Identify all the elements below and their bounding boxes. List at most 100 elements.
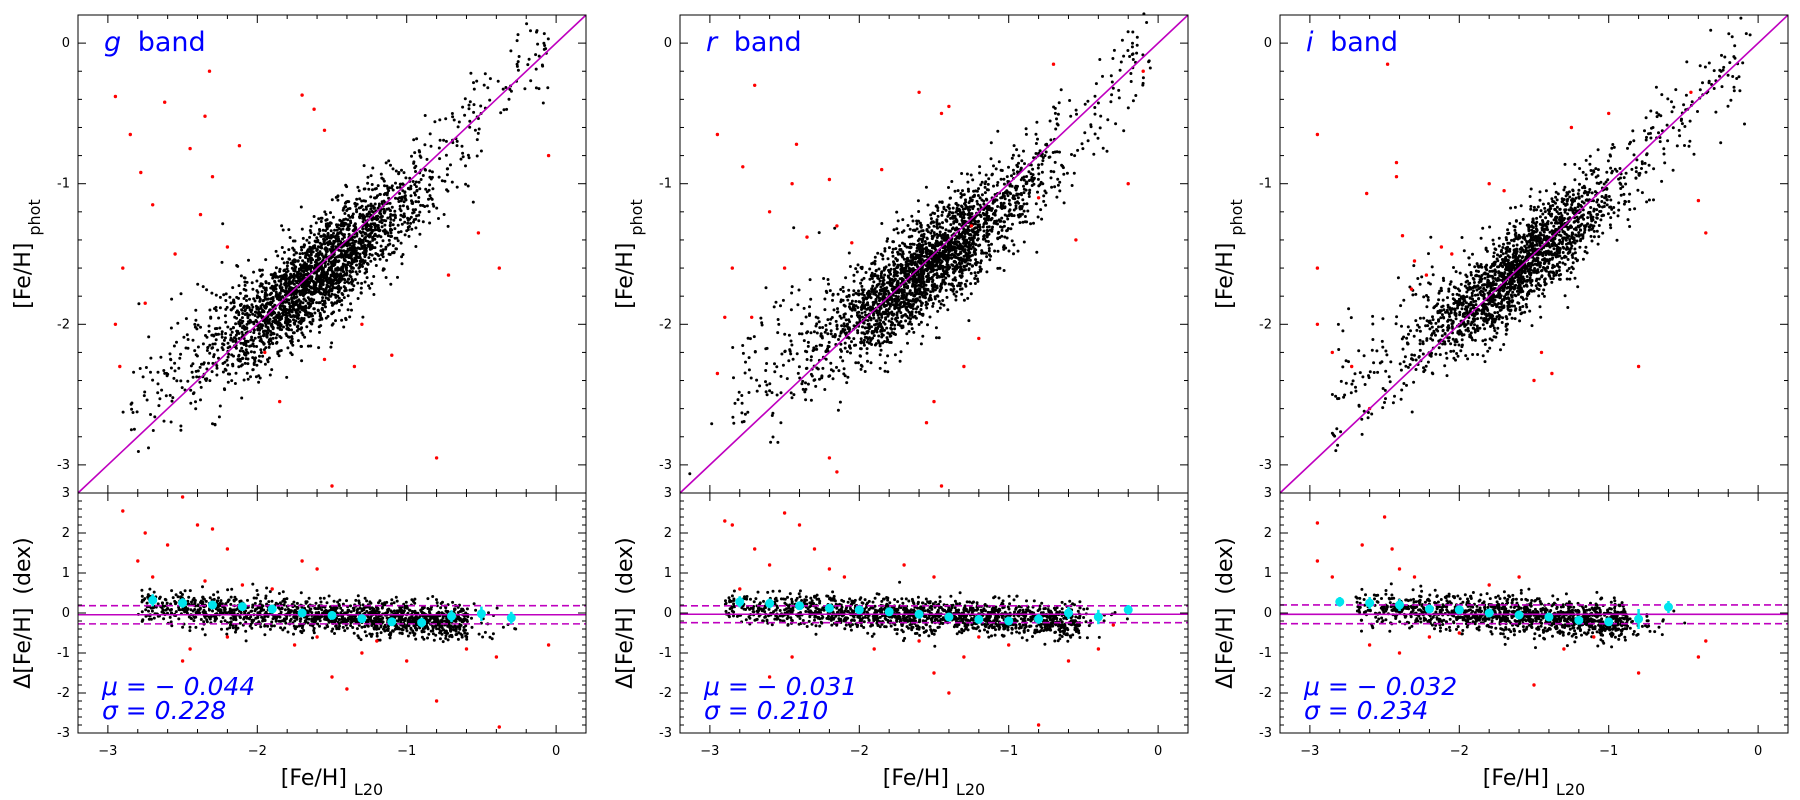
g-bottom-point bbox=[429, 629, 433, 633]
g-top-point bbox=[253, 359, 257, 363]
g-top-point bbox=[391, 167, 395, 171]
g-top-point bbox=[364, 232, 368, 236]
g-top-point bbox=[387, 159, 391, 163]
g-bottom-point bbox=[277, 619, 281, 623]
r-top-point bbox=[771, 435, 775, 439]
g-bottom-point bbox=[325, 601, 329, 605]
g-bottom-point bbox=[305, 615, 309, 619]
g-top-point bbox=[320, 246, 324, 250]
g-top-point bbox=[312, 307, 316, 311]
g-top-point bbox=[196, 282, 200, 286]
g-top-outlier-point bbox=[188, 146, 192, 151]
g-top-point bbox=[427, 197, 430, 201]
g-top-point bbox=[342, 325, 346, 329]
g-top-point bbox=[272, 289, 276, 292]
g-top-point bbox=[300, 248, 304, 252]
g-top-point bbox=[430, 170, 434, 174]
g-top-point bbox=[523, 87, 527, 91]
g-top-point bbox=[333, 235, 337, 239]
g-top-point bbox=[247, 258, 250, 262]
g-top-point bbox=[389, 221, 392, 225]
g-top-point bbox=[387, 238, 391, 242]
g-bottom-outlier-point bbox=[121, 509, 125, 513]
g-top-point bbox=[280, 315, 284, 319]
g-top-point bbox=[300, 269, 304, 273]
g-top-point bbox=[287, 248, 291, 252]
g-top-point bbox=[307, 257, 310, 261]
g-bottom-point bbox=[426, 607, 430, 610]
g-top-point bbox=[262, 348, 266, 352]
g-top-point bbox=[223, 388, 227, 392]
g-top-point bbox=[311, 318, 315, 321]
g-top-point bbox=[353, 240, 357, 244]
g-top-point bbox=[324, 305, 327, 309]
r-top-point bbox=[842, 322, 846, 326]
g-top-point bbox=[321, 228, 325, 232]
g-top-point bbox=[193, 325, 197, 329]
g-bottom-point bbox=[444, 629, 448, 633]
g-bottom-point bbox=[293, 609, 297, 613]
r-top-point bbox=[1052, 170, 1056, 174]
g-top-point bbox=[380, 225, 384, 229]
g-top-point bbox=[351, 266, 355, 270]
g-top-point bbox=[276, 350, 280, 354]
g-top-point bbox=[275, 340, 279, 344]
g-bottom-point bbox=[227, 598, 231, 602]
g-top-point bbox=[273, 311, 277, 315]
g-top-point bbox=[383, 231, 387, 234]
g-top-point bbox=[199, 325, 202, 329]
g-bottom-point bbox=[412, 633, 416, 637]
g-top-point bbox=[285, 264, 289, 268]
g-bottom-point bbox=[261, 604, 265, 608]
g-bottom-point bbox=[278, 607, 282, 611]
g-top-point bbox=[265, 334, 269, 338]
g-top-point bbox=[362, 187, 366, 191]
g-top-point bbox=[257, 332, 261, 336]
r-top-point bbox=[997, 160, 1001, 164]
g-top-point bbox=[325, 218, 329, 222]
g-top-point bbox=[312, 215, 316, 218]
g-bottom-point bbox=[313, 606, 317, 610]
g-top-point bbox=[231, 326, 235, 329]
g-top-point bbox=[324, 316, 328, 320]
r-top-point bbox=[1022, 184, 1025, 188]
g-top-point bbox=[296, 259, 300, 263]
g-top-point bbox=[392, 250, 396, 254]
g-top-point bbox=[201, 342, 205, 346]
g-bottom-point bbox=[470, 625, 474, 629]
g-bottom-point bbox=[382, 603, 386, 607]
g-top-point bbox=[383, 184, 386, 188]
g-top-point bbox=[335, 268, 339, 272]
g-top-point bbox=[445, 173, 449, 177]
g-bottom-point bbox=[221, 616, 225, 620]
g-top-point bbox=[214, 293, 218, 297]
g-top-point bbox=[288, 318, 292, 322]
g-top-point bbox=[220, 332, 224, 336]
g-top-point bbox=[336, 235, 340, 239]
g-top-point bbox=[247, 321, 251, 325]
g-bottom-point bbox=[220, 627, 223, 631]
g-bottom-point bbox=[177, 617, 181, 621]
g-top-point bbox=[287, 257, 291, 261]
g-top-point bbox=[208, 343, 212, 347]
g-top-point bbox=[229, 327, 233, 331]
g-top-point bbox=[414, 170, 417, 173]
g-bottom-point bbox=[174, 610, 178, 614]
g-top-point bbox=[288, 313, 292, 317]
r-top-point bbox=[1005, 175, 1009, 179]
g-bottom-point bbox=[346, 616, 350, 620]
g-bottom-outlier-point bbox=[494, 655, 499, 659]
g-top-point bbox=[221, 222, 225, 226]
g-bottom-point bbox=[292, 624, 296, 628]
g-bottom-point bbox=[148, 587, 152, 591]
g-top-point bbox=[300, 331, 304, 335]
g-top-point bbox=[425, 204, 429, 208]
g-top-point bbox=[331, 245, 335, 249]
g-top-point bbox=[290, 337, 294, 341]
g-top-point bbox=[279, 280, 283, 283]
g-bottom-point bbox=[225, 627, 229, 631]
g-top-point bbox=[309, 329, 312, 333]
g-bottom-outlier-point bbox=[315, 635, 319, 639]
g-bottom-point bbox=[270, 599, 274, 603]
g-bottom-point bbox=[256, 593, 260, 597]
